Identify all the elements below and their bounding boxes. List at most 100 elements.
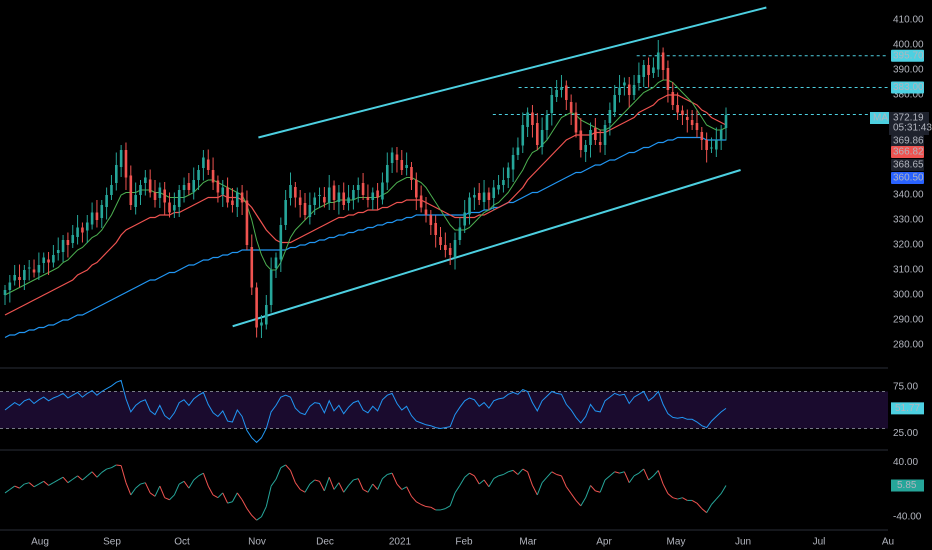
candle-body bbox=[168, 202, 171, 213]
candle-body bbox=[187, 183, 191, 190]
macd-segment bbox=[672, 497, 678, 500]
price-tick-label: 320.00 bbox=[893, 240, 924, 251]
candle-body bbox=[8, 282, 12, 290]
candle-body bbox=[700, 132, 704, 140]
macd-segment bbox=[517, 468, 524, 475]
macd-segment bbox=[96, 472, 103, 478]
candle-body bbox=[724, 115, 728, 128]
price-tag[interactable] bbox=[891, 49, 924, 62]
macd-segment bbox=[590, 485, 596, 492]
candle-body bbox=[148, 179, 152, 193]
horizontal-levels[interactable] bbox=[492, 55, 888, 116]
candle-body bbox=[226, 187, 229, 203]
macd-segment bbox=[585, 485, 591, 498]
candle-body bbox=[719, 130, 723, 140]
macd-segment bbox=[14, 485, 20, 489]
candle-body bbox=[269, 270, 273, 305]
time-tick-label: Aug bbox=[31, 537, 49, 548]
candle-body bbox=[206, 159, 210, 170]
macd-segment bbox=[454, 485, 461, 494]
price-panel[interactable] bbox=[3, 6, 888, 339]
macd-segment bbox=[290, 470, 296, 483]
candle-body bbox=[129, 175, 133, 205]
time-tick-label: Sep bbox=[103, 537, 121, 548]
candle-body bbox=[477, 193, 481, 200]
price-tag[interactable] bbox=[891, 146, 924, 158]
macd-segment bbox=[193, 475, 199, 481]
macd-segment bbox=[86, 471, 93, 477]
price-tag[interactable] bbox=[891, 81, 924, 94]
ma-tag-value: 372.19 bbox=[893, 113, 924, 124]
macd-segment bbox=[565, 486, 572, 494]
candle-body bbox=[497, 185, 500, 190]
macd-segment bbox=[280, 464, 286, 469]
candle-body bbox=[652, 67, 655, 73]
macd-segment bbox=[599, 479, 606, 493]
macd-segment bbox=[323, 477, 330, 492]
ma-tag-prefix-box[interactable] bbox=[870, 112, 889, 124]
candle-body bbox=[158, 187, 162, 198]
candle-body bbox=[18, 277, 21, 280]
candle-body bbox=[434, 223, 437, 235]
macd-axis[interactable]: 40.00 -40.00 5.85 bbox=[891, 457, 924, 523]
price-tag[interactable] bbox=[891, 159, 924, 171]
macd-segment bbox=[38, 480, 44, 485]
candle-body bbox=[197, 170, 200, 180]
macd-segment bbox=[440, 508, 446, 511]
macd-segment bbox=[140, 482, 146, 485]
rsi-value-tag[interactable] bbox=[891, 402, 924, 415]
panel-separators bbox=[0, 367, 888, 531]
price-tag[interactable] bbox=[891, 172, 924, 184]
macd-segment bbox=[691, 499, 698, 504]
price-tag-label: 395.70 bbox=[893, 50, 924, 61]
macd-panel[interactable] bbox=[4, 464, 727, 521]
macd-segment bbox=[294, 482, 301, 490]
macd-segment bbox=[657, 470, 664, 485]
macd-segment bbox=[391, 472, 398, 485]
candle-body bbox=[400, 160, 404, 170]
candle-body bbox=[119, 150, 123, 167]
candle-body bbox=[347, 197, 350, 203]
macd-segment bbox=[19, 483, 25, 489]
channel-upper-line[interactable] bbox=[258, 6, 767, 139]
channel-lower-line[interactable] bbox=[232, 169, 741, 328]
macd-segment bbox=[144, 482, 151, 494]
candle-body bbox=[473, 195, 476, 198]
macd-segment bbox=[677, 497, 683, 500]
candle-body bbox=[216, 180, 220, 193]
candle-body bbox=[366, 197, 370, 200]
macd-segment bbox=[53, 479, 59, 484]
candle-body bbox=[502, 180, 505, 185]
candle-body bbox=[569, 102, 573, 113]
candle-body bbox=[240, 192, 244, 203]
candle-body bbox=[192, 180, 196, 192]
macd-segment bbox=[478, 479, 485, 485]
price-tag[interactable] bbox=[891, 135, 924, 147]
macd-segment bbox=[556, 474, 562, 477]
candle-body bbox=[705, 140, 708, 150]
candle-body bbox=[144, 177, 147, 183]
macd-segment bbox=[275, 467, 282, 480]
candle-body bbox=[710, 147, 713, 149]
macd-segment bbox=[493, 475, 499, 480]
ma-tag-box[interactable] bbox=[889, 112, 929, 135]
time-axis[interactable]: Aug Sep Oct Nov Dec 2021 Feb Mar Apr May Jun Jul Au bbox=[31, 537, 894, 548]
macd-tick-label: -40.00 bbox=[893, 511, 922, 522]
macd-value-tag[interactable] bbox=[891, 479, 924, 492]
macd-segment bbox=[62, 476, 69, 484]
price-axis[interactable]: 410.00 400.00 390.00 380.00 340.00 330.00 320.… bbox=[893, 15, 924, 351]
macd-segment bbox=[125, 482, 132, 496]
rsi-axis[interactable]: 75.00 25.00 51.77 bbox=[891, 382, 924, 439]
candle-body bbox=[100, 205, 104, 218]
macd-segment bbox=[546, 471, 553, 478]
macd-segment bbox=[169, 494, 175, 501]
rsi-panel[interactable] bbox=[0, 379, 888, 444]
macd-segment bbox=[106, 467, 112, 470]
trend-channel[interactable] bbox=[232, 6, 767, 328]
macd-segment bbox=[609, 471, 616, 477]
macd-segment bbox=[372, 483, 378, 490]
macd-segment bbox=[217, 492, 224, 499]
time-tick-label: Apr bbox=[596, 537, 612, 548]
